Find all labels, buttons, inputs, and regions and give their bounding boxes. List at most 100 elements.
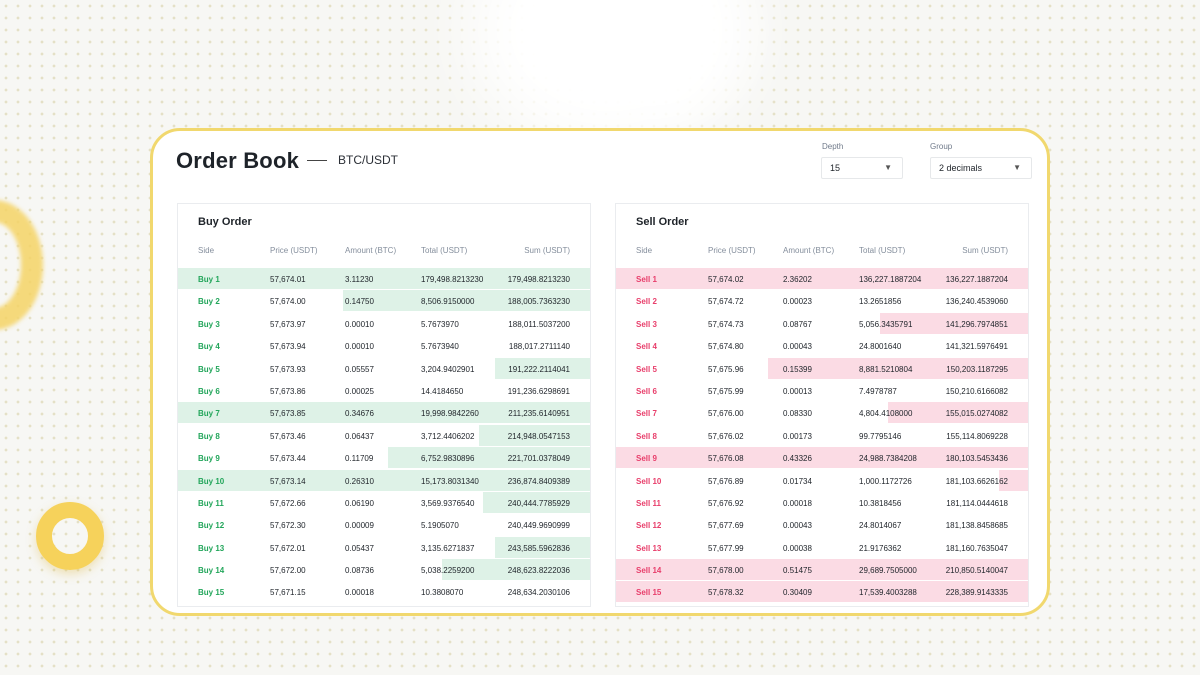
col-total: Total (USDT) [421, 246, 468, 255]
buy-order-row[interactable]: Buy 14 57,672.00 0.08736 5,038.2259200 248,6… [178, 559, 590, 581]
depth-select[interactable]: 15 ▼ [821, 157, 903, 179]
amount-cell: 0.00023 [783, 297, 812, 307]
sell-order-row[interactable]: Sell 3 57,674.73 0.08767 5,056.3435791 141,2… [616, 312, 1028, 335]
col-sum: Sum (USDT) [962, 246, 1008, 255]
buy-order-row[interactable]: Buy 7 57,673.85 0.34676 19,998.9842260 211,2… [178, 402, 590, 424]
total-cell: 7.4978787 [859, 386, 897, 396]
side-label: Sell 14 [636, 566, 662, 576]
sell-order-row[interactable]: Sell 14 57,678.00 0.51475 29,689.7505000 210… [616, 559, 1028, 581]
total-cell: 5.7673970 [421, 319, 459, 329]
depth-bar [495, 357, 590, 379]
price-cell: 57,673.94 [270, 342, 306, 352]
group-select[interactable]: 2 decimals ▼ [930, 157, 1032, 179]
amount-cell: 0.51475 [783, 566, 812, 576]
total-cell: 10.3808070 [421, 588, 464, 598]
side-label: Sell 13 [636, 543, 662, 553]
price-cell: 57,677.69 [708, 521, 744, 531]
buy-order-row[interactable]: Buy 6 57,673.86 0.00025 14.4184650 191,236.6… [178, 380, 590, 402]
side-label: Sell 15 [636, 588, 662, 598]
table-header: Side Price (USDT) Amount (BTC) Total (US… [616, 246, 1028, 258]
amount-cell: 0.11709 [345, 454, 374, 464]
side-label: Buy 2 [198, 297, 220, 307]
price-cell: 57,674.80 [708, 342, 744, 352]
sum-cell: 141,296.7974851 [945, 319, 1008, 329]
depth-bar [178, 268, 590, 289]
sell-order-row[interactable]: Sell 8 57,676.02 0.00173 99.7795146 155,114.… [616, 425, 1028, 447]
sell-order-row[interactable]: Sell 12 57,677.69 0.00043 24.8014067 181,138… [616, 514, 1028, 536]
total-cell: 6,752.9830896 [421, 454, 475, 464]
amount-cell: 0.15399 [783, 364, 812, 374]
depth-bar [388, 447, 590, 469]
total-cell: 24.8014067 [859, 521, 902, 531]
side-label: Sell 10 [636, 476, 662, 486]
sell-order-row[interactable]: Sell 7 57,676.00 0.08330 4,804.4108000 155,0… [616, 402, 1028, 424]
sum-cell: 214,948.0547153 [507, 431, 570, 441]
sell-order-row[interactable]: Sell 4 57,674.80 0.00043 24.8001640 141,321.… [616, 335, 1028, 357]
price-cell: 57,673.44 [270, 454, 306, 464]
total-cell: 5,038.2259200 [421, 566, 475, 576]
sum-cell: 155,015.0274082 [945, 409, 1008, 419]
side-label: Sell 7 [636, 409, 657, 419]
sum-cell: 181,103.6626162 [945, 476, 1008, 486]
sum-cell: 236,874.8409389 [507, 476, 570, 486]
side-label: Buy 5 [198, 364, 220, 374]
depth-bar [178, 402, 590, 424]
buy-order-row[interactable]: Buy 13 57,672.01 0.05437 3,135.6271837 243,5… [178, 536, 590, 559]
page-title: Order Book [176, 148, 300, 173]
price-cell: 57,673.97 [270, 319, 306, 329]
price-cell: 57,673.86 [270, 386, 306, 396]
trading-pair: BTC/USDT [338, 153, 398, 167]
buy-order-row[interactable]: Buy 3 57,673.97 0.00010 5.7673970 188,011.50… [178, 313, 590, 335]
sell-order-row[interactable]: Sell 1 57,674.02 2.36202 136,227.1887204 136… [616, 268, 1028, 290]
sum-cell: 191,222.2114041 [508, 364, 570, 374]
amount-cell: 0.08736 [345, 566, 374, 576]
amount-cell: 0.00009 [345, 521, 374, 531]
amount-cell: 0.00018 [345, 588, 374, 598]
total-cell: 99.7795146 [859, 431, 902, 441]
total-cell: 3,712.4406202 [421, 431, 475, 441]
sum-cell: 179,498.8213230 [507, 275, 570, 284]
sell-order-row[interactable]: Sell 5 57,675.96 0.15399 8,881.5210804 150,2… [616, 357, 1028, 380]
sell-order-row[interactable]: Sell 9 57,676.08 0.43326 24,988.7384208 180,… [616, 447, 1028, 469]
sell-order-row[interactable]: Sell 13 57,677.99 0.00038 21.9176362 181,160… [616, 537, 1028, 559]
amount-cell: 0.00038 [783, 543, 812, 553]
price-cell: 57,672.00 [270, 566, 306, 576]
sell-order-row[interactable]: Sell 15 57,678.32 0.30409 17,539.4003288 228… [616, 581, 1028, 603]
price-cell: 57,675.96 [708, 364, 744, 374]
sell-order-row[interactable]: Sell 2 57,674.72 0.00023 13.2651856 136,240.… [616, 290, 1028, 312]
depth-bar [178, 469, 590, 491]
col-price: Price (USDT) [708, 246, 756, 255]
buy-order-row[interactable]: Buy 12 57,672.30 0.00009 5.1905070 240,449.9… [178, 514, 590, 536]
buy-order-row[interactable]: Buy 5 57,673.93 0.05557 3,204.9402901 191,22… [178, 357, 590, 380]
sum-cell: 188,017.2711140 [508, 342, 570, 352]
total-cell: 24.8001640 [859, 342, 902, 352]
buy-order-row[interactable]: Buy 11 57,672.66 0.06190 3,569.9376540 240,4… [178, 491, 590, 514]
side-label: Buy 7 [198, 409, 220, 419]
buy-order-row[interactable]: Buy 8 57,673.46 0.06437 3,712.4406202 214,94… [178, 424, 590, 447]
buy-order-row[interactable]: Buy 10 57,673.14 0.26310 15,173.8031340 236,… [178, 469, 590, 492]
sell-order-row[interactable]: Sell 6 57,675.99 0.00013 7.4978787 150,210.6… [616, 380, 1028, 402]
side-label: Buy 11 [198, 498, 224, 508]
side-label: Buy 9 [198, 454, 220, 464]
buy-order-row[interactable]: Buy 9 57,673.44 0.11709 6,752.9830896 221,70… [178, 447, 590, 469]
amount-cell: 0.14750 [345, 297, 374, 307]
side-label: Buy 12 [198, 521, 225, 531]
col-sum: Sum (USDT) [524, 246, 570, 255]
sell-order-row[interactable]: Sell 10 57,676.89 0.01734 1,000.1172726 181,… [616, 469, 1028, 492]
sum-cell: 211,235.6140951 [508, 409, 570, 419]
buy-order-row[interactable]: Buy 15 57,671.15 0.00018 10.3808070 248,634.… [178, 581, 590, 603]
buy-order-row[interactable]: Buy 1 57,674.01 3.11230 179,498.8213230 179,… [178, 268, 590, 290]
price-cell: 57,676.92 [708, 498, 744, 508]
amount-cell: 0.06190 [345, 498, 374, 508]
total-cell: 4,804.4108000 [859, 409, 913, 419]
amount-cell: 0.06437 [345, 431, 374, 441]
sell-order-row[interactable]: Sell 11 57,676.92 0.00018 10.3818456 181,114… [616, 492, 1028, 514]
amount-cell: 0.05437 [345, 543, 374, 553]
sum-cell: 188,011.5037200 [508, 319, 570, 329]
buy-order-row[interactable]: Buy 2 57,674.00 0.14750 8,506.9150000 188,00… [178, 290, 590, 312]
buy-order-row[interactable]: Buy 4 57,673.94 0.00010 5.7673940 188,017.27… [178, 335, 590, 357]
total-cell: 13.2651856 [859, 297, 902, 307]
total-cell: 3,135.6271837 [421, 543, 475, 553]
col-amount: Amount (BTC) [783, 246, 835, 255]
side-label: Sell 3 [636, 319, 657, 329]
